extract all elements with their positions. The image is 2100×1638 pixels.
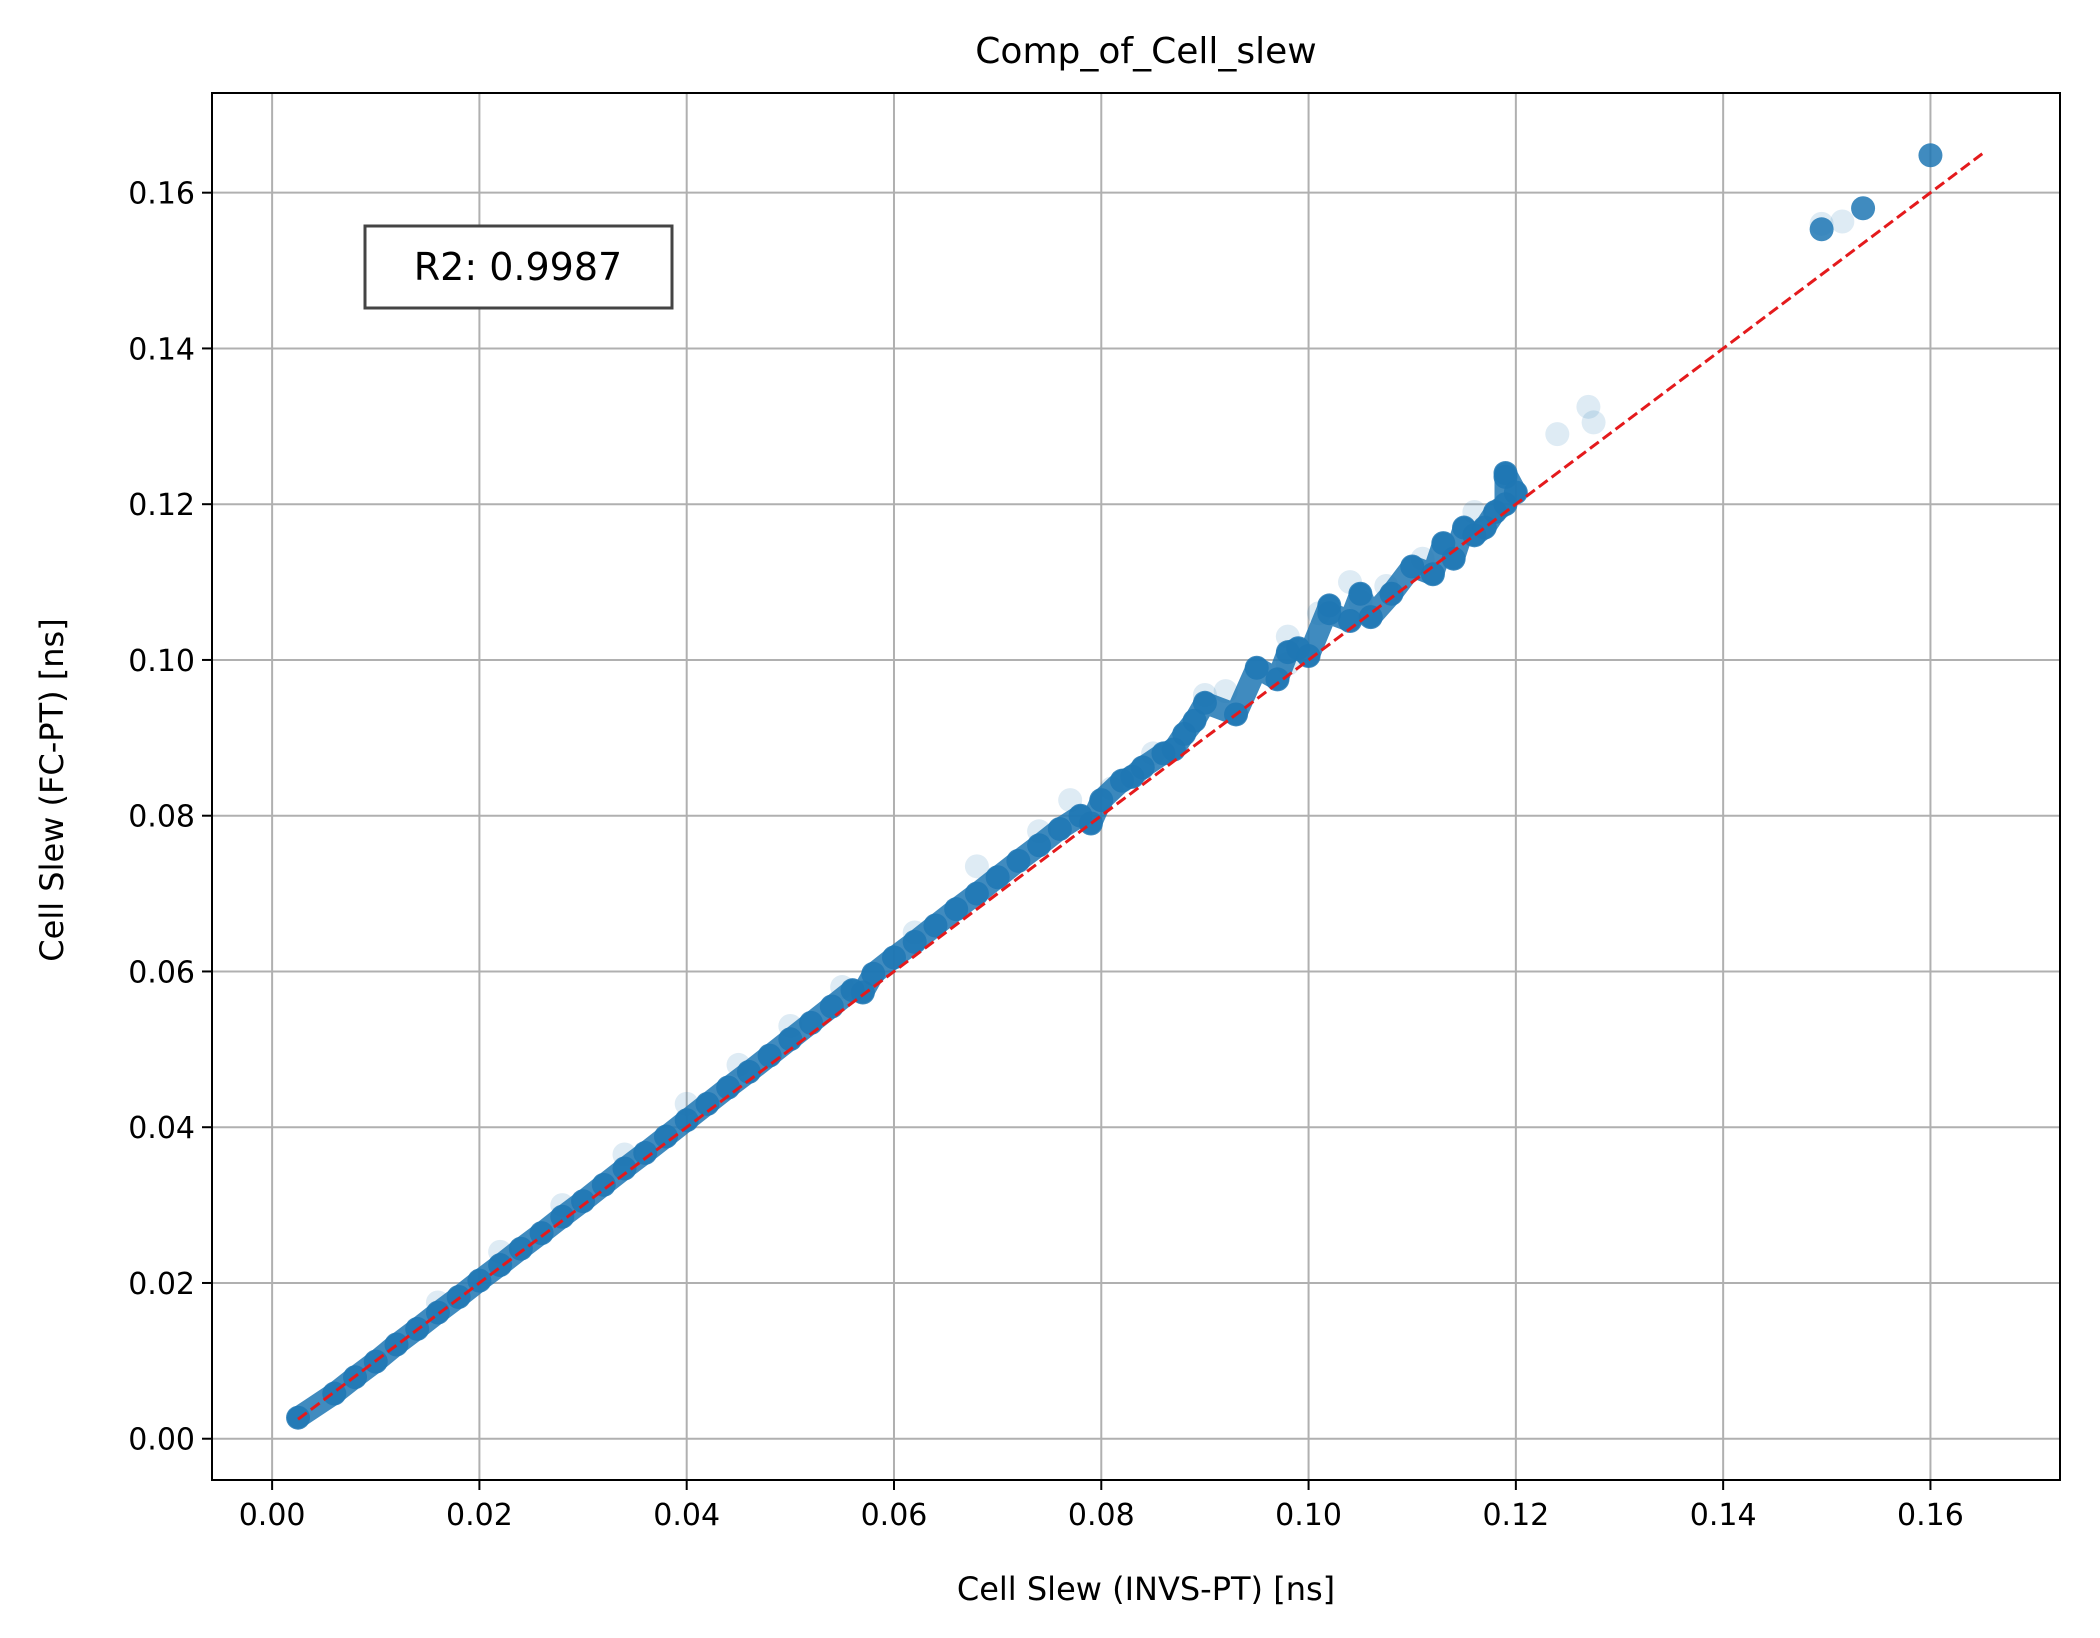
y-tick-label: 0.04 bbox=[128, 1111, 195, 1146]
data-point bbox=[508, 1236, 533, 1261]
data-point bbox=[1182, 708, 1207, 733]
data-point bbox=[1192, 690, 1217, 715]
faint-data-point bbox=[964, 854, 989, 879]
data-point bbox=[467, 1268, 492, 1293]
data-point bbox=[1400, 554, 1425, 579]
x-tick-label: 0.00 bbox=[239, 1498, 306, 1533]
data-point bbox=[902, 929, 927, 954]
data-point bbox=[1006, 848, 1031, 873]
x-axis-ticks: 0.00 0.02 0.04 0.06 0.08 0.10 0.12 0.14 0.16 bbox=[239, 1480, 1964, 1533]
data-point bbox=[1420, 562, 1445, 587]
data-point bbox=[1078, 811, 1103, 836]
data-point bbox=[1379, 581, 1404, 606]
y-tick-label: 0.06 bbox=[128, 955, 195, 990]
data-point bbox=[1047, 816, 1072, 841]
x-tick-label: 0.02 bbox=[446, 1498, 513, 1533]
data-point bbox=[1338, 609, 1363, 634]
data-point bbox=[799, 1010, 824, 1035]
data-point bbox=[819, 994, 844, 1019]
r2-annotation-text: R2: 0.9987 bbox=[414, 245, 622, 289]
data-points bbox=[286, 143, 1943, 1430]
faint-data-point bbox=[1576, 394, 1601, 419]
x-tick-label: 0.16 bbox=[1897, 1498, 1964, 1533]
data-point bbox=[612, 1156, 637, 1181]
data-point bbox=[1493, 461, 1518, 486]
data-point bbox=[674, 1108, 699, 1133]
data-point bbox=[571, 1189, 596, 1214]
data-point bbox=[985, 865, 1010, 890]
y-tick-label: 0.14 bbox=[128, 332, 195, 367]
faint-data-point bbox=[1545, 422, 1570, 447]
data-point bbox=[1317, 601, 1342, 626]
data-point bbox=[1296, 644, 1321, 669]
x-tick-label: 0.04 bbox=[653, 1498, 720, 1533]
y-tick-label: 0.08 bbox=[128, 800, 195, 835]
grid-lines bbox=[212, 93, 2060, 1480]
data-point bbox=[591, 1172, 616, 1197]
data-point bbox=[1441, 546, 1466, 571]
x-tick-label: 0.08 bbox=[1068, 1498, 1135, 1533]
x-tick-label: 0.14 bbox=[1690, 1498, 1757, 1533]
data-point bbox=[633, 1140, 658, 1165]
y-tick-label: 0.16 bbox=[128, 177, 195, 212]
data-point bbox=[964, 881, 989, 906]
r2-annotation: R2: 0.9987 bbox=[363, 224, 674, 310]
data-point bbox=[1851, 196, 1876, 221]
data-point bbox=[1348, 581, 1373, 606]
data-point bbox=[1809, 217, 1834, 242]
plot-frame bbox=[211, 92, 2061, 1481]
y-axis-ticks: 0.00 0.02 0.04 0.06 0.08 0.10 0.12 0.14 0.16 bbox=[128, 177, 212, 1458]
y-tick-label: 0.10 bbox=[128, 644, 195, 679]
x-axis-label: Cell Slew (INVS-PT) [ns] bbox=[957, 1570, 1335, 1608]
data-point bbox=[1027, 833, 1052, 858]
r2-annotation-box bbox=[363, 224, 674, 310]
data-point bbox=[881, 945, 906, 970]
data-point bbox=[850, 980, 875, 1005]
data-point bbox=[716, 1075, 741, 1100]
data-point bbox=[550, 1204, 575, 1229]
faint-data-point bbox=[1213, 679, 1238, 704]
y-tick-label: 0.02 bbox=[128, 1267, 195, 1302]
data-point bbox=[1918, 143, 1943, 168]
x-tick-label: 0.12 bbox=[1482, 1498, 1549, 1533]
data-point bbox=[1089, 788, 1114, 813]
y-tick-label: 0.00 bbox=[128, 1423, 195, 1458]
data-point bbox=[1130, 755, 1155, 780]
x-tick-label: 0.06 bbox=[861, 1498, 928, 1533]
data-point bbox=[384, 1332, 409, 1357]
data-point bbox=[778, 1027, 803, 1052]
y-axis-label: Cell Slew (FC-PT) [ns] bbox=[33, 618, 71, 961]
x-tick-label: 0.10 bbox=[1275, 1498, 1342, 1533]
faint-data-point bbox=[1830, 209, 1855, 234]
faint-data-point bbox=[1581, 410, 1606, 435]
data-point bbox=[1358, 605, 1383, 630]
data-point bbox=[757, 1043, 782, 1068]
data-point bbox=[944, 897, 969, 922]
data-point bbox=[736, 1059, 761, 1084]
data-point bbox=[1265, 667, 1290, 692]
data-point bbox=[1503, 480, 1528, 505]
data-point bbox=[653, 1124, 678, 1149]
data-point bbox=[923, 913, 948, 938]
data-point bbox=[1244, 655, 1269, 680]
data-point bbox=[695, 1091, 720, 1116]
data-point bbox=[861, 961, 886, 986]
y-tick-label: 0.12 bbox=[128, 488, 195, 523]
chart-title: Comp_of_Cell_slew bbox=[975, 31, 1316, 72]
